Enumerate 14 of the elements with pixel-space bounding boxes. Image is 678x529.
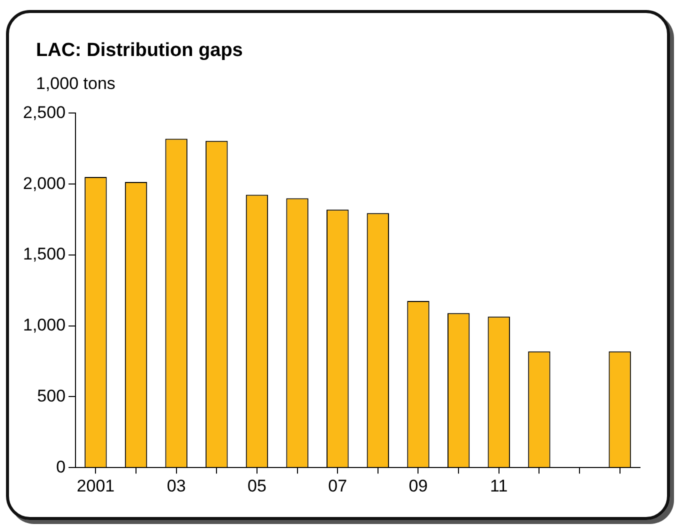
y-tick-label: 2,500: [22, 102, 66, 122]
y-tick-label: 1,500: [22, 244, 66, 264]
x-tick-label: 11: [490, 476, 508, 496]
x-tick-label: 05: [248, 476, 266, 496]
y-tick-label: 1,000: [22, 316, 66, 335]
chart-title: LAC: Distribution gaps: [36, 40, 243, 62]
y-tick-label: 2,000: [22, 174, 66, 193]
y-tick-label: 500: [37, 386, 66, 406]
x-tick-label: 2001: [76, 476, 115, 496]
y-axis-title: 1,000 tons: [36, 74, 116, 94]
x-tick-label: 09: [408, 476, 428, 496]
x-tick-label: 03: [166, 476, 186, 496]
x-tick-label: 07: [328, 476, 348, 496]
y-tick-label: 0: [56, 457, 66, 476]
